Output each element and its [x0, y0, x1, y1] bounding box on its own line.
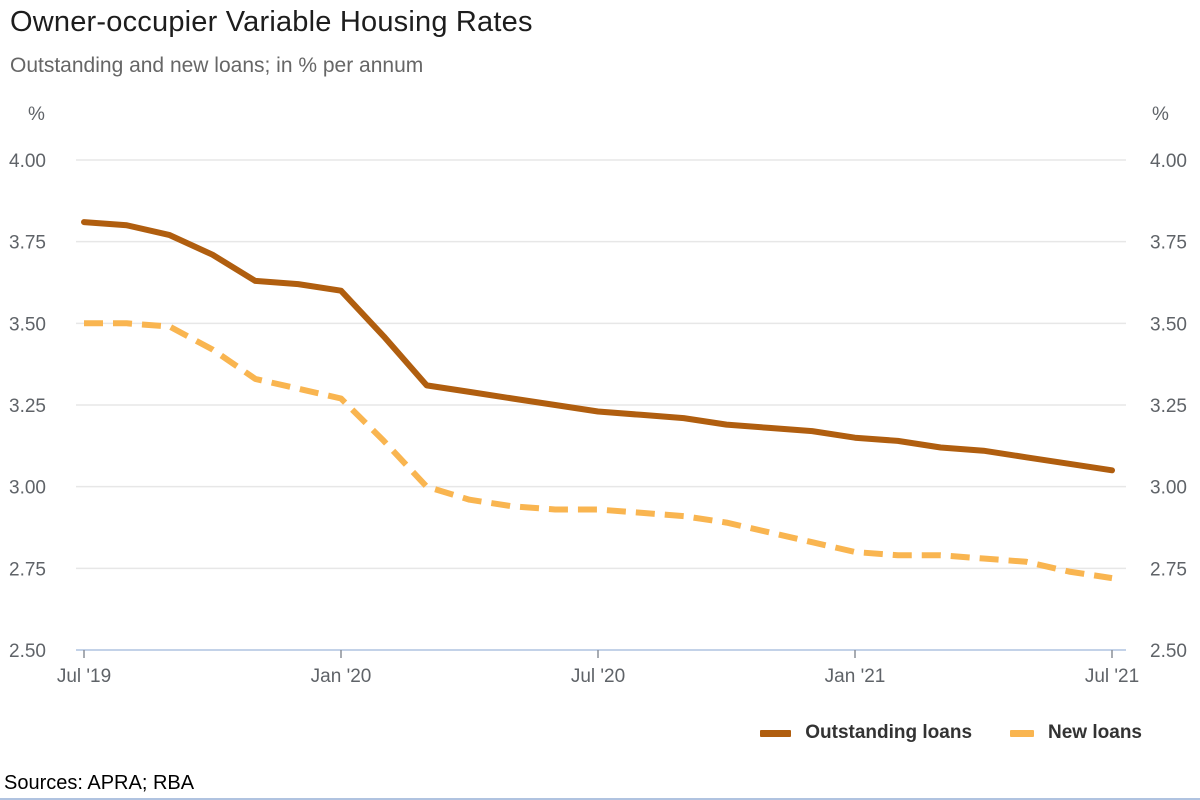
- page-subtitle: Outstanding and new loans; in % per annu…: [10, 54, 424, 77]
- legend-label-new-loans: New loans: [1048, 722, 1142, 743]
- y-tick-label-right: 2.50: [1150, 641, 1187, 662]
- y-tick-label-right: 3.25: [1150, 396, 1187, 417]
- sources-text: Sources: APRA; RBA: [4, 772, 195, 794]
- y-tick-label-left: 3.75: [9, 233, 46, 254]
- legend-label-outstanding-loans: Outstanding loans: [805, 722, 973, 743]
- legend-item-new-loans: New loans: [1010, 722, 1142, 744]
- x-tick-label: Jul '21: [1085, 666, 1139, 687]
- y-tick-label-right: 3.75: [1150, 233, 1187, 254]
- chart-legend: Outstanding loans New loans: [760, 722, 1142, 744]
- legend-item-outstanding-loans: Outstanding loans: [760, 722, 972, 744]
- y-tick-label-left: 2.50: [9, 641, 46, 662]
- y-tick-label-left: 2.75: [9, 559, 46, 580]
- y-tick-label-left: 3.25: [9, 396, 46, 417]
- x-tick-label: Jul '19: [57, 666, 111, 687]
- y-tick-label-left: 4.00: [9, 151, 46, 172]
- x-tick-label: Jan '21: [825, 666, 886, 687]
- x-tick-label: Jul '20: [571, 666, 625, 687]
- y-axis-unit-left: %: [28, 104, 45, 125]
- y-tick-label-right: 2.75: [1150, 559, 1187, 580]
- y-axis-unit-right: %: [1152, 104, 1169, 125]
- page-title: Owner-occupier Variable Housing Rates: [10, 6, 533, 38]
- x-tick-label: Jan '20: [311, 666, 372, 687]
- y-tick-label-right: 3.50: [1150, 314, 1187, 335]
- y-tick-label-right: 3.00: [1150, 478, 1187, 499]
- new-loans-swatch-icon: [1010, 729, 1035, 737]
- y-tick-label-left: 3.00: [9, 478, 46, 499]
- series-line-outstanding-loans: [81, 219, 1115, 474]
- outstanding-loans-swatch-icon: [760, 729, 792, 737]
- y-tick-label-left: 3.50: [9, 314, 46, 335]
- series-line-new-loans: [84, 320, 1113, 582]
- bottom-border: [0, 798, 1200, 800]
- y-tick-label-right: 4.00: [1150, 151, 1187, 172]
- line-chart: 4.00 4.00 3.75 3.75 3.50 3.50 3.25 3.25 3.00 3.00…: [9, 151, 1187, 687]
